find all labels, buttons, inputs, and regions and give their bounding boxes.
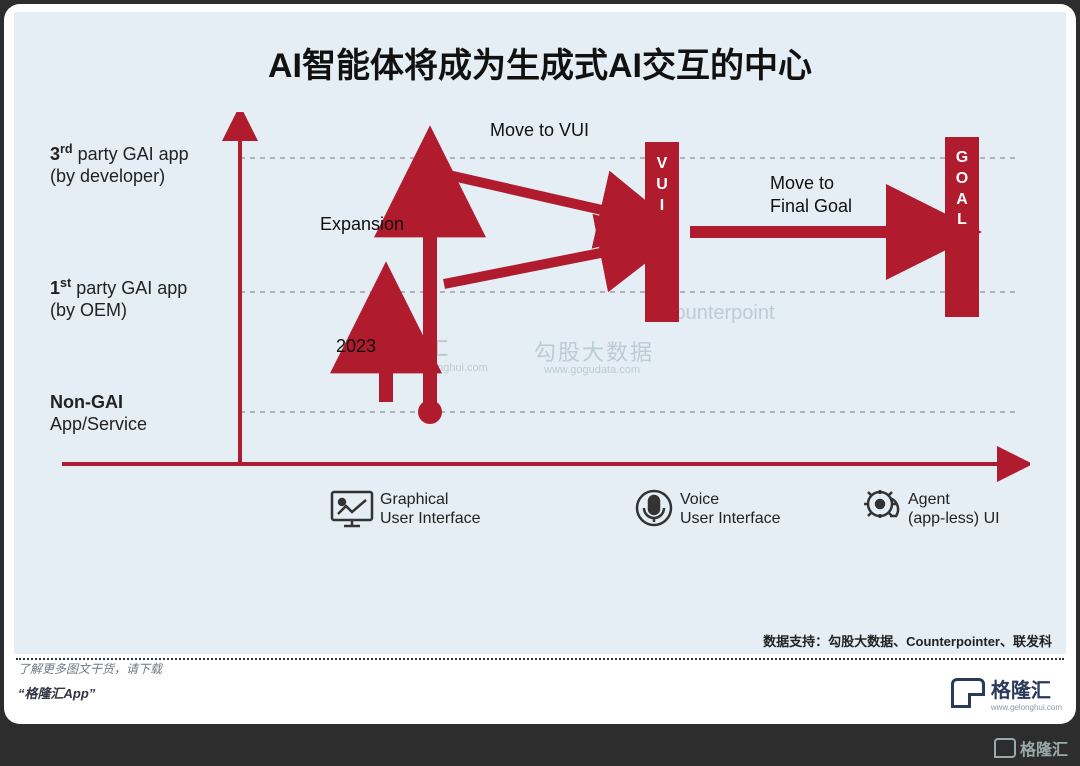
corner-brand-icon: [994, 738, 1016, 758]
footer-line2: “格隆汇App”: [18, 683, 1062, 702]
gear-head-icon: [864, 490, 898, 518]
brand-logo-icon: [951, 678, 985, 708]
footer: 了解更多图文干货，请下载 “格隆汇App” 格隆汇 www.gelonghui.…: [18, 660, 1062, 716]
slide: AI智能体将成为生成式AI交互的中心 格隆汇 www.gelonghui.com…: [14, 12, 1066, 654]
footer-line1: 了解更多图文干货，请下载: [18, 660, 1062, 677]
brand-sub: www.gelonghui.com: [991, 703, 1062, 712]
source-line: 数据支持：勾股大数据、Counterpointer、联发科: [763, 631, 1052, 650]
diagram-svg: [50, 112, 1030, 552]
xlabel-agent: Agent(app-less) UI: [908, 490, 1000, 528]
mic-icon: [637, 491, 671, 525]
corner-brand: 格隆汇: [994, 736, 1068, 760]
page-card: AI智能体将成为生成式AI交互的中心 格隆汇 www.gelonghui.com…: [4, 4, 1076, 724]
slide-title: AI智能体将成为生成式AI交互的中心: [14, 12, 1066, 87]
corner-brand-text: 格隆汇: [1020, 736, 1068, 760]
xlabel-gui: GraphicalUser Interface: [380, 490, 480, 528]
brand-name: 格隆汇: [991, 680, 1051, 702]
monitor-icon: [332, 492, 372, 526]
diagram-area: 格隆汇 www.gelonghui.com 勾股大数据 www.gogudata…: [50, 112, 1030, 568]
footer-brand: 格隆汇 www.gelonghui.com: [951, 674, 1062, 712]
xlabel-vui: VoiceUser Interface: [680, 490, 780, 528]
